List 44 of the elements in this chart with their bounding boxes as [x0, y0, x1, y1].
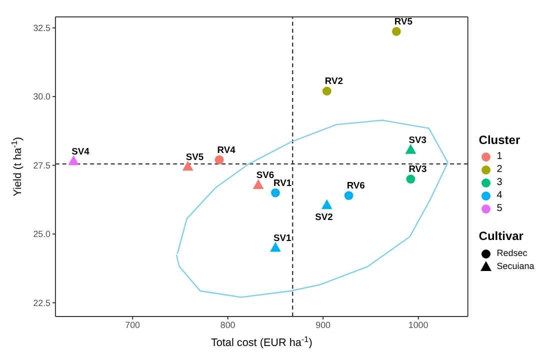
- point: [252, 179, 264, 190]
- y-tick-label: 22.5: [33, 298, 51, 308]
- x-tick-label: 1000: [408, 320, 428, 330]
- legend-label: 2: [496, 164, 502, 175]
- data-label: SV6: [256, 169, 274, 180]
- point: [321, 199, 332, 210]
- point: [406, 174, 416, 184]
- x-axis-title: Total cost (EUR ha$^{-1}$): [210, 334, 312, 350]
- point: [68, 155, 79, 166]
- y-tick-label: 25.0: [33, 229, 51, 240]
- point: [322, 86, 332, 96]
- point: [392, 26, 401, 36]
- data-label: SV4: [72, 145, 90, 156]
- text: Cultivar: [478, 229, 524, 243]
- legend-label: 5: [496, 203, 502, 214]
- data-label: RV3: [408, 163, 427, 174]
- x-tick-label: 700: [125, 320, 140, 330]
- line-series: [176, 120, 448, 298]
- x-tick-label: 900: [316, 320, 331, 330]
- data-label: SV3: [408, 134, 426, 145]
- data-label: RV6: [346, 180, 365, 191]
- point: [214, 155, 224, 164]
- data-label: SV5: [186, 150, 204, 162]
- data-label: RV1: [273, 176, 292, 188]
- legend-label: Secuiana: [496, 260, 534, 270]
- data-label: RV2: [324, 75, 343, 86]
- point: [270, 242, 281, 252]
- data-label: SV1: [273, 232, 292, 243]
- legend-label: 4: [496, 190, 502, 201]
- point: [405, 144, 416, 154]
- point: [182, 160, 194, 171]
- data-label: RV4: [217, 144, 236, 155]
- point: [271, 188, 280, 198]
- legend-label: 3: [496, 177, 502, 188]
- data-label: RV5: [394, 16, 413, 27]
- x-tick-label: 800: [220, 320, 236, 330]
- point: [344, 191, 354, 200]
- legend-label: Redsec: [496, 248, 528, 258]
- y-tick-label: 32.5: [33, 23, 51, 34]
- data-label: SV2: [315, 211, 333, 222]
- legend-label: 1: [496, 151, 502, 162]
- y-tick-label: 27.5: [33, 160, 51, 170]
- y-tick-label: 30.0: [33, 92, 51, 102]
- legend-title: Cluster: [478, 133, 520, 147]
